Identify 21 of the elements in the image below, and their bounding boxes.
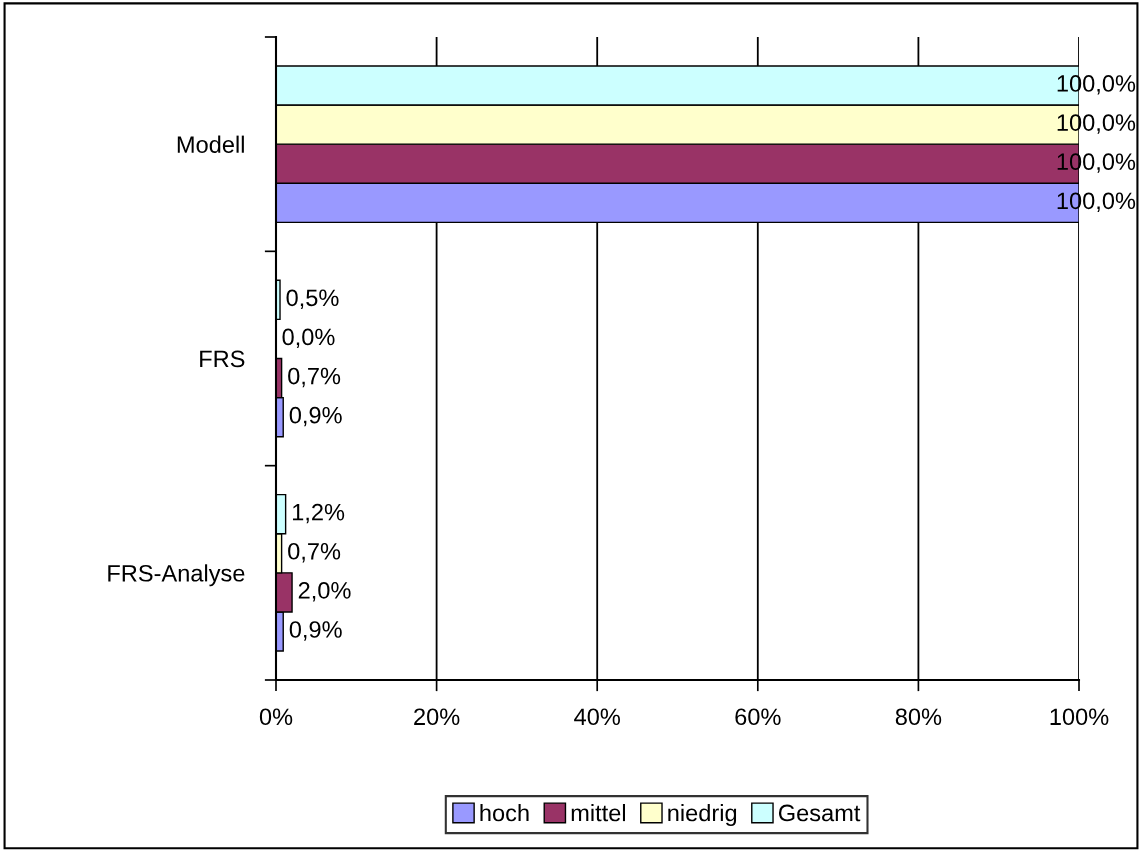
x-tick-label: 100% [1050,708,1109,726]
legend-label: Gesamt [778,804,861,822]
legend-label: hoch [480,804,529,822]
legend-label: mittel [571,804,626,822]
y-tick-label: Modell [177,135,244,153]
x-tick-label: 80% [895,708,942,726]
data-label: 0,7% [288,367,341,388]
x-tick-label: 0% [259,708,293,726]
data-label: 0,5% [286,289,339,309]
x-tick-label: 40% [574,708,620,726]
x-tick-label: 20% [414,708,460,726]
data-label: 1,2% [292,503,345,524]
x-tick-label: 60% [735,708,781,726]
data-label: 2,0% [298,582,351,602]
data-label: 0,0% [282,328,335,349]
data-label: 0,9% [289,621,342,641]
data-label: 0,9% [289,406,342,427]
data-label: 0,7% [288,542,341,563]
y-tick-label: FRS [200,350,245,368]
y-tick-label: FRS-Analyse [108,564,245,587]
legend-label: niedrig [668,804,737,827]
